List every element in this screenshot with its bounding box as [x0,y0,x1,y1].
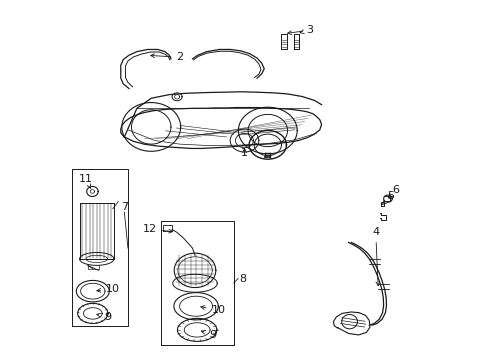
Text: 7: 7 [121,202,128,212]
Text: 10: 10 [201,305,225,315]
Text: 12: 12 [142,224,172,234]
Text: 1: 1 [241,148,247,158]
Text: 9: 9 [201,330,216,340]
Text: 6: 6 [388,185,398,198]
Text: 2: 2 [150,52,183,62]
Text: 5: 5 [382,192,393,204]
Text: 4: 4 [371,227,379,286]
Text: 8: 8 [238,274,245,284]
Text: 11: 11 [79,174,93,189]
Text: 10: 10 [97,284,120,294]
Text: 3: 3 [300,25,312,35]
Text: 9: 9 [97,312,111,322]
